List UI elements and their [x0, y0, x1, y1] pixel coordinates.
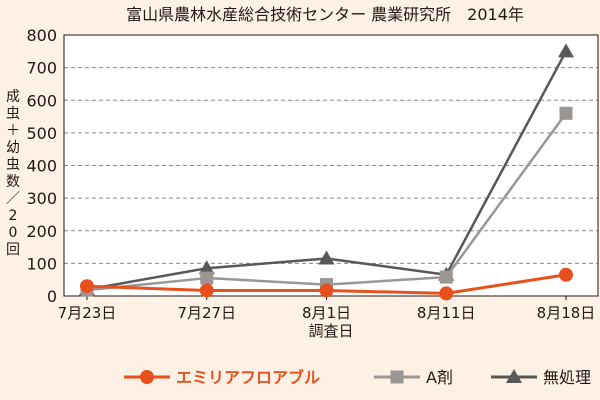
y-tick-label: 600 [26, 91, 57, 110]
series-3-point [558, 43, 574, 58]
series-2-point [559, 106, 573, 120]
series-1-point [319, 283, 334, 298]
series-1-point [559, 267, 573, 282]
y-tick-label: 500 [26, 124, 57, 143]
x-tick-label: 8月18日 [537, 304, 596, 322]
x-tick-label: 7月27日 [177, 304, 236, 322]
plot-frame [63, 34, 599, 297]
series-3-point [318, 250, 335, 265]
x-tick-label: 8月11日 [417, 304, 476, 322]
y-tick-label: 0 [47, 287, 57, 306]
legend-label-2: A剤 [426, 368, 453, 387]
plot-area: 0 100 200 300 400 500 600 700 800 7月23日 7月27日 8月1日 8… [6, 26, 599, 340]
y-tick-label: 200 [26, 222, 57, 241]
y-tick-label: 800 [26, 26, 57, 45]
x-axis-label: 調査日 [308, 322, 353, 340]
legend: エミリアフロアブル A剤 無処理 [124, 368, 591, 387]
legend-marker-3 [506, 369, 522, 383]
y-tick-label: 700 [26, 59, 57, 78]
legend-marker-2 [390, 370, 404, 384]
legend-label-1: エミリアフロアブル [176, 368, 320, 387]
series-1-point [439, 286, 454, 301]
series-3-point [198, 260, 215, 275]
series-1-point [80, 279, 94, 294]
y-tick-label: 100 [26, 254, 57, 273]
y-tick-label: 400 [26, 157, 57, 176]
series-2-point [439, 270, 453, 284]
y-axis-label: 成虫＋幼虫数／ 2 0 回 [6, 89, 20, 258]
x-tick-label: 8月1日 [302, 304, 351, 322]
series-1-point [199, 283, 214, 298]
legend-marker-1 [140, 370, 154, 384]
legend-label-3: 無処理 [543, 368, 591, 387]
x-tick-label: 7月23日 [58, 304, 117, 322]
y-tick-label: 300 [26, 189, 57, 208]
series-2-point [200, 271, 214, 285]
chart-title: 富山県農林水産総合技術センター 農業研究所 2014年 [126, 5, 524, 24]
